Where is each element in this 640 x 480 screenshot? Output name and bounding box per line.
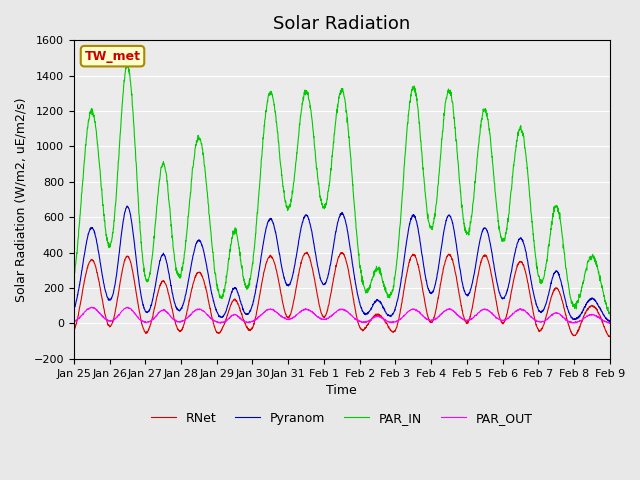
RNet bbox=[369, 315, 377, 321]
Pyranom bbox=[124, 203, 131, 209]
PAR_IN bbox=[358, 271, 365, 276]
PAR_OUT bbox=[574, 319, 582, 325]
RNet bbox=[606, 334, 614, 339]
Y-axis label: Solar Radiation (W/m2, uE/m2/s): Solar Radiation (W/m2, uE/m2/s) bbox=[15, 97, 28, 302]
RNet bbox=[70, 328, 77, 334]
Title: Solar Radiation: Solar Radiation bbox=[273, 15, 410, 33]
PAR_IN bbox=[498, 235, 506, 241]
PAR_OUT bbox=[358, 320, 365, 325]
RNet bbox=[498, 320, 506, 325]
PAR_IN bbox=[125, 62, 132, 68]
Line: RNet: RNet bbox=[74, 252, 610, 336]
PAR_IN bbox=[220, 289, 227, 295]
PAR_IN bbox=[70, 277, 77, 283]
PAR_OUT bbox=[606, 320, 614, 326]
Line: PAR_OUT: PAR_OUT bbox=[74, 307, 610, 323]
PAR_IN bbox=[605, 311, 613, 317]
PAR_IN bbox=[606, 311, 614, 316]
Pyranom bbox=[369, 301, 377, 307]
RNet bbox=[358, 327, 365, 333]
RNet bbox=[303, 249, 311, 255]
PAR_IN bbox=[559, 235, 566, 241]
Legend: RNet, Pyranom, PAR_IN, PAR_OUT: RNet, Pyranom, PAR_IN, PAR_OUT bbox=[145, 407, 538, 430]
Pyranom bbox=[559, 285, 566, 291]
Line: Pyranom: Pyranom bbox=[74, 206, 610, 322]
PAR_OUT bbox=[70, 319, 77, 324]
Line: PAR_IN: PAR_IN bbox=[74, 65, 610, 314]
X-axis label: Time: Time bbox=[326, 384, 357, 397]
Pyranom bbox=[220, 313, 227, 319]
Pyranom bbox=[498, 295, 506, 300]
PAR_OUT bbox=[88, 304, 95, 310]
RNet bbox=[573, 329, 581, 335]
PAR_OUT bbox=[559, 315, 567, 321]
PAR_IN bbox=[369, 274, 377, 279]
Pyranom bbox=[358, 305, 365, 311]
PAR_IN bbox=[573, 300, 581, 306]
Text: TW_met: TW_met bbox=[84, 49, 141, 63]
Pyranom bbox=[70, 308, 77, 313]
PAR_OUT bbox=[498, 318, 506, 324]
PAR_OUT bbox=[216, 320, 224, 326]
RNet bbox=[559, 300, 566, 306]
PAR_OUT bbox=[369, 315, 377, 321]
PAR_OUT bbox=[220, 319, 228, 325]
Pyranom bbox=[573, 315, 581, 321]
RNet bbox=[220, 324, 227, 329]
RNet bbox=[605, 334, 613, 339]
Pyranom bbox=[606, 319, 614, 324]
